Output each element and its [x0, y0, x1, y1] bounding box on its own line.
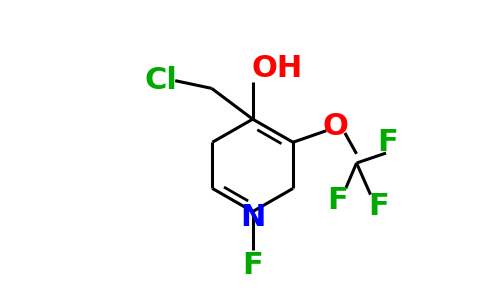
Text: Cl: Cl: [145, 66, 178, 95]
Text: F: F: [242, 251, 263, 280]
Text: O: O: [323, 112, 348, 141]
Text: F: F: [368, 192, 389, 221]
Text: F: F: [328, 186, 348, 215]
Text: N: N: [240, 203, 265, 232]
Text: F: F: [377, 128, 398, 157]
Text: OH: OH: [252, 54, 303, 83]
